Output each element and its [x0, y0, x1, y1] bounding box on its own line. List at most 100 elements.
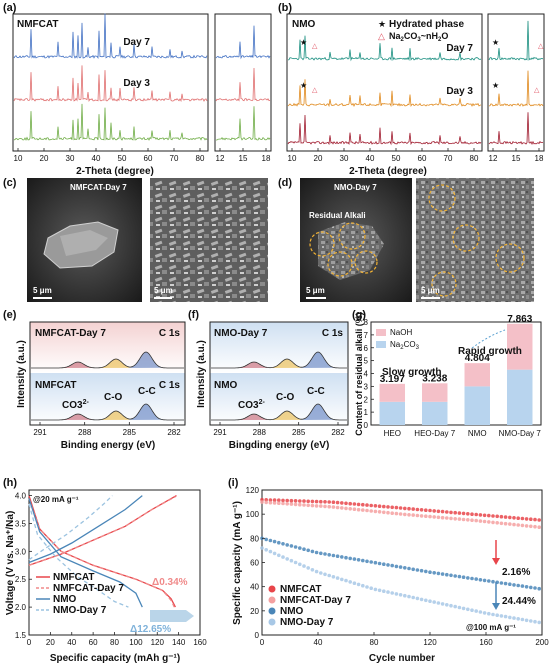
scatter-point: [264, 537, 269, 542]
scatter-marks: [260, 497, 541, 625]
scatter-point: [285, 498, 290, 503]
xrd-trace: [13, 103, 208, 141]
y-tick-label: 40: [250, 583, 259, 592]
xps-f-top-label: NMO-Day 7: [214, 328, 268, 339]
scatter-point: [398, 512, 403, 516]
scatter-point: [344, 578, 348, 583]
scatter-point: [453, 604, 458, 609]
scatter-point: [394, 592, 399, 596]
panel-letter-h: (h): [3, 477, 17, 489]
panel-d-scale: 5 μm: [306, 286, 325, 295]
legend-label: NMO: [53, 594, 77, 605]
xps-e-peak-cc: C-C: [138, 386, 156, 397]
scatter-point: [445, 516, 449, 520]
bar-na2co3: [379, 401, 405, 425]
scatter-point: [411, 595, 416, 600]
panel-c-label: NMFCAT-Day 7: [70, 183, 127, 192]
scatter-point: [289, 544, 294, 548]
panel-d-scale2: 5 μm: [421, 286, 440, 295]
scatter-point: [268, 498, 273, 502]
scatter-point: [461, 575, 466, 579]
xps-f-peak-cc: C-C: [307, 386, 325, 397]
bar-total-label: 7.863: [507, 314, 532, 325]
delta-arrow: [150, 610, 194, 622]
scatter-point: [533, 524, 537, 529]
scatter-point: [470, 608, 474, 612]
scatter-point: [428, 514, 432, 519]
note-slow: Slow growth: [382, 367, 441, 378]
bar-na2co3: [422, 401, 448, 425]
scatter-point: [487, 579, 491, 583]
panel-g: 3.197 HEO 3.238 HEO-Day 7 4.804 NMO 7.863 NMO-D…: [354, 312, 542, 438]
scatter-point: [487, 513, 491, 518]
x-tick-label: 20: [46, 638, 55, 647]
scatter-point: [331, 500, 336, 505]
alkali-circle: [327, 251, 353, 277]
panel-d-label: NMO-Day 7: [334, 183, 377, 192]
legend-label: NMFCAT: [280, 584, 321, 595]
y-tick-label: 60: [250, 559, 259, 568]
y-tick-label: 100: [246, 510, 260, 519]
line-series-discharge: [28, 503, 129, 608]
y-tick-label: 1: [364, 408, 369, 417]
scatter-point: [512, 583, 516, 587]
panel-c-scale: 5 μm: [33, 286, 52, 295]
panel-d: NMO-Day 7 Residual Alkali 5 μm 5 μm: [300, 178, 534, 302]
scatter-point: [403, 506, 407, 511]
scatter-point: [314, 569, 319, 574]
scatter-point: [503, 614, 508, 619]
panel-b-legend-star: Hydrated phase: [389, 19, 464, 30]
sem-c2: [150, 178, 268, 302]
scatter-point: [461, 511, 466, 516]
alkali-circle: [452, 224, 480, 252]
y-tick-label: 80: [250, 534, 259, 543]
xps-e-orbital2: C 1s: [159, 380, 181, 391]
scatter-point: [520, 584, 525, 588]
legend-marker: [268, 607, 276, 615]
scatter-point: [440, 509, 445, 514]
tick-label: 40: [92, 154, 101, 163]
scatter-point: [415, 568, 420, 572]
panel-f: NMO-Day 7 C 1s NMO CO32- C-O C-C Intensi…: [196, 321, 349, 451]
tick-label: 40: [366, 154, 375, 163]
scatter-point: [319, 571, 323, 575]
scatter-point: [310, 568, 315, 572]
xps-e-xticks: 291 288 285 282: [33, 422, 181, 437]
scatter-point: [306, 503, 311, 508]
scatter-point: [382, 562, 386, 566]
panel-a-zoom-frame: [214, 13, 272, 152]
scatter-point: [369, 503, 374, 508]
scatter-point: [377, 561, 382, 566]
scatter-point: [474, 512, 479, 517]
scatter-point: [453, 517, 458, 521]
scatter-point: [314, 504, 319, 508]
panel-letter-i: (i): [228, 477, 239, 489]
scatter-point: [533, 586, 537, 590]
x-tick-label: 100: [129, 638, 143, 647]
panel-h: 0 20 40 60 80 100 120 140 1601.52.02.53.03.54.0 …: [5, 489, 207, 664]
sem-d2: [416, 178, 534, 302]
bar-category-label: NMO: [468, 429, 487, 438]
scatter-point: [272, 498, 277, 502]
alkali-circle: [309, 231, 335, 257]
scatter-point: [382, 510, 386, 515]
legend-na2co3: Na2CO3: [390, 340, 420, 351]
scatter-point: [394, 511, 399, 516]
scatter-point: [298, 502, 302, 507]
scatter-point: [344, 555, 348, 560]
line-rate: @20 mA g⁻¹: [33, 495, 79, 504]
scatter-point: [466, 518, 470, 522]
scatter-point: [529, 517, 533, 521]
retention-2: 24.44%: [502, 596, 536, 607]
scatter-point: [365, 559, 369, 564]
alkali-circle: [354, 250, 378, 274]
scatter-point: [453, 574, 458, 578]
scatter-point: [495, 514, 500, 519]
scatter-point: [356, 502, 361, 507]
scatter-point: [499, 581, 504, 585]
star-icon: ★: [300, 81, 307, 90]
scatter-point: [365, 503, 369, 507]
scatter-point: [487, 520, 491, 524]
x-tick-label: 80: [110, 638, 119, 647]
